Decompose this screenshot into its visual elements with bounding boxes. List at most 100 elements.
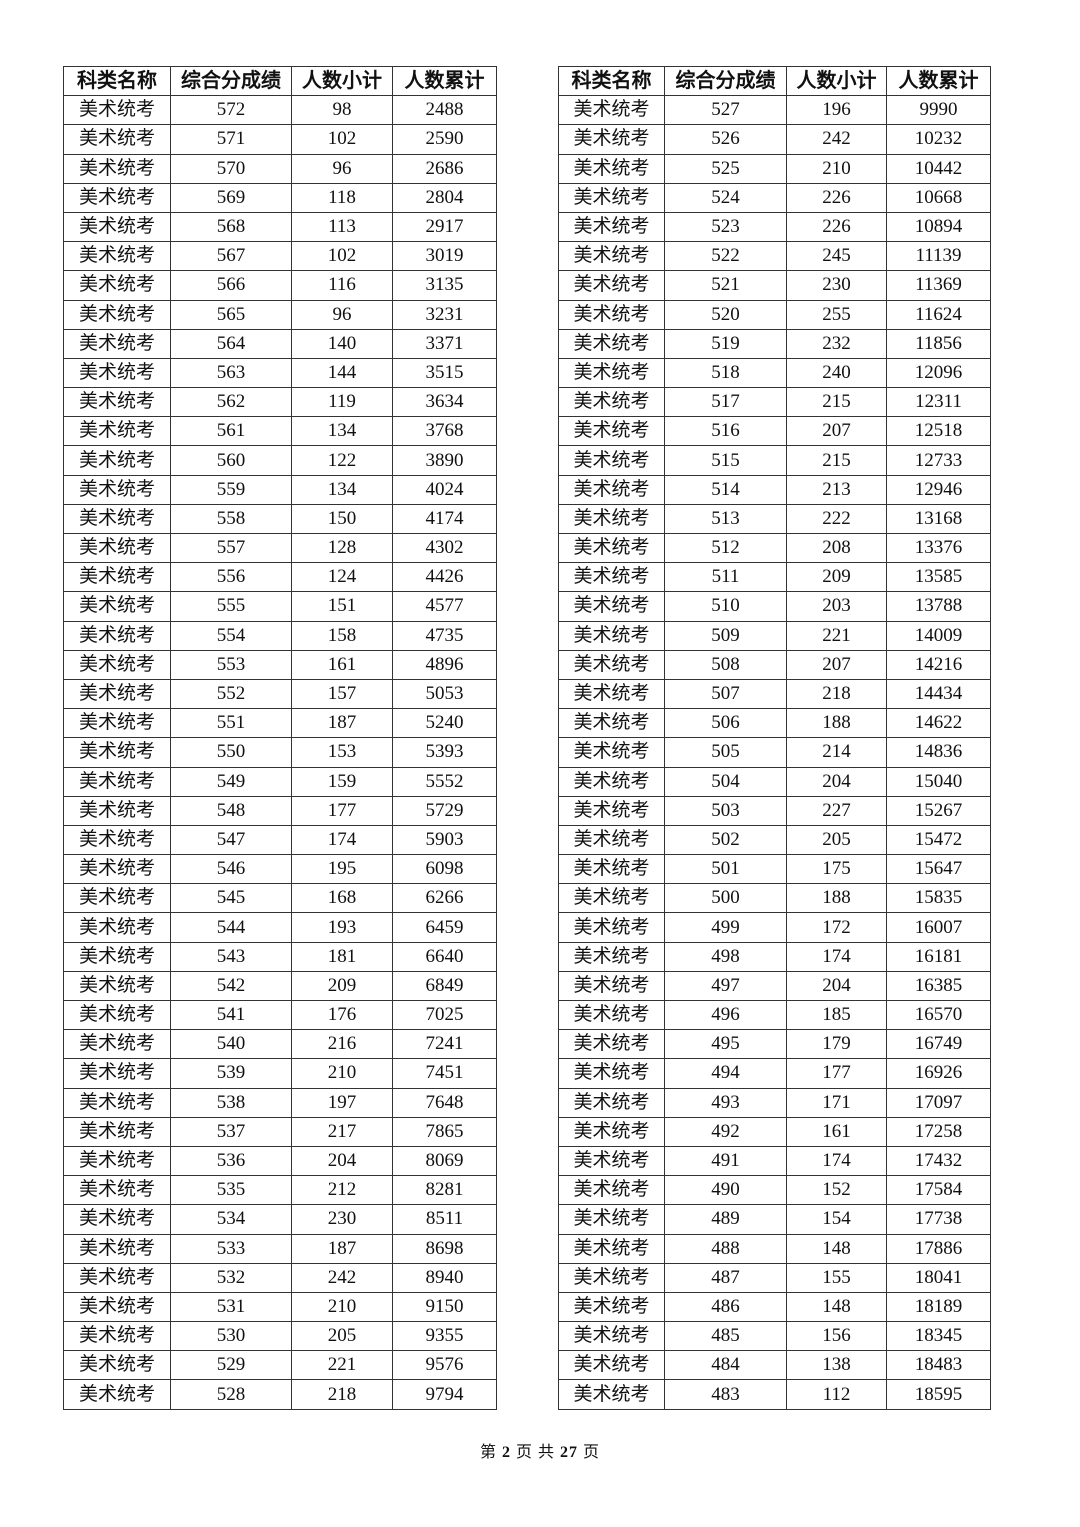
cell-cumulative: 15647 — [886, 854, 991, 885]
cell-score: 545 — [170, 883, 292, 914]
cell-cumulative: 18483 — [886, 1350, 991, 1381]
cell-cumulative: 11624 — [886, 299, 991, 330]
cell-count: 116 — [291, 270, 393, 301]
table-row: 美术统考 498 174 16181 — [558, 941, 991, 972]
cell-cumulative: 7865 — [392, 1116, 497, 1147]
cell-count: 204 — [786, 766, 887, 797]
cell-count: 98 — [291, 95, 393, 126]
cell-score: 485 — [664, 1321, 787, 1352]
cell-score: 523 — [664, 211, 787, 243]
cell-count: 148 — [786, 1233, 887, 1264]
table-row: 美术统考 502 205 15472 — [558, 824, 991, 856]
cell-count: 214 — [786, 737, 887, 768]
cell-count: 168 — [291, 883, 393, 914]
cell-category: 美术统考 — [558, 620, 665, 651]
cell-cumulative: 3634 — [392, 387, 497, 418]
table-row: 美术统考 548 177 5729 — [63, 795, 497, 826]
cell-score: 571 — [170, 124, 292, 155]
cell-cumulative: 4735 — [392, 620, 497, 651]
cell-count: 159 — [291, 766, 393, 797]
cell-category: 美术统考 — [63, 1204, 171, 1235]
cell-category: 美术统考 — [558, 1058, 665, 1089]
cell-cumulative: 17584 — [886, 1175, 991, 1206]
table-row: 美术统考 524 226 10668 — [558, 182, 991, 213]
cell-count: 134 — [291, 474, 393, 505]
cell-category: 美术统考 — [558, 1379, 665, 1410]
cell-category: 美术统考 — [63, 416, 171, 447]
cell-score: 519 — [664, 328, 787, 359]
cell-category: 美术统考 — [63, 328, 171, 359]
cell-count: 204 — [786, 970, 887, 1002]
table-row: 美术统考 514 213 12946 — [558, 474, 991, 505]
page-footer: 第 2 页 共 27 页 — [0, 1438, 1080, 1462]
table-row: 美术统考 531 210 9150 — [63, 1291, 497, 1323]
cell-score: 490 — [664, 1175, 787, 1206]
cell-cumulative: 4426 — [392, 562, 497, 593]
footer-middle: 页 共 — [515, 1444, 555, 1461]
table-row: 美术统考 551 187 5240 — [63, 708, 497, 739]
cell-cumulative: 4024 — [392, 474, 497, 505]
cell-category: 美术统考 — [63, 708, 171, 739]
cell-score: 500 — [664, 883, 787, 914]
cell-category: 美术统考 — [558, 1029, 665, 1060]
cell-cumulative: 16570 — [886, 999, 991, 1031]
table-row: 美术统考 542 209 6849 — [63, 970, 497, 1002]
cell-cumulative: 10894 — [886, 211, 991, 243]
cell-score: 499 — [664, 912, 787, 943]
cell-category: 美术统考 — [558, 1204, 665, 1235]
table-row: 美术统考 497 204 16385 — [558, 970, 991, 1002]
cell-score: 486 — [664, 1291, 787, 1323]
cell-cumulative: 15267 — [886, 795, 991, 826]
cell-score: 517 — [664, 387, 787, 418]
cell-count: 102 — [291, 241, 393, 272]
cell-cumulative: 11139 — [886, 241, 991, 272]
cell-cumulative: 9794 — [392, 1379, 497, 1410]
cell-count: 157 — [291, 678, 393, 710]
table-row: 美术统考 515 215 12733 — [558, 445, 991, 476]
table-row: 美术统考 570 96 2686 — [63, 153, 497, 184]
table-row: 美术统考 557 128 4302 — [63, 532, 497, 564]
cell-category: 美术统考 — [63, 1262, 171, 1293]
table-row: 美术统考 562 119 3634 — [63, 387, 497, 418]
cell-score: 549 — [170, 766, 292, 797]
cell-count: 232 — [786, 328, 887, 359]
cell-score: 554 — [170, 620, 292, 651]
table-row: 美术统考 517 215 12311 — [558, 387, 991, 418]
cell-category: 美术统考 — [63, 1350, 171, 1381]
cell-score: 566 — [170, 270, 292, 301]
cell-category: 美术统考 — [558, 387, 665, 418]
cell-score: 560 — [170, 445, 292, 476]
table-row: 美术统考 571 102 2590 — [63, 124, 497, 155]
cell-count: 207 — [786, 649, 887, 680]
cell-count: 203 — [786, 591, 887, 622]
table-row: 美术统考 507 218 14434 — [558, 678, 991, 710]
cell-score: 521 — [664, 270, 787, 301]
cell-score: 496 — [664, 999, 787, 1031]
cell-cumulative: 8698 — [392, 1233, 497, 1264]
cell-score: 570 — [170, 153, 292, 184]
cell-cumulative: 10668 — [886, 182, 991, 213]
cell-score: 498 — [664, 941, 787, 972]
cell-score: 541 — [170, 999, 292, 1031]
cell-category: 美术统考 — [558, 766, 665, 797]
cell-score: 515 — [664, 445, 787, 476]
cell-category: 美术统考 — [63, 649, 171, 680]
cell-category: 美术统考 — [63, 241, 171, 272]
table-row: 美术统考 554 158 4735 — [63, 620, 497, 651]
cell-score: 552 — [170, 678, 292, 710]
cell-score: 544 — [170, 912, 292, 943]
cell-score: 495 — [664, 1029, 787, 1060]
table-row: 美术统考 484 138 18483 — [558, 1350, 991, 1381]
cell-count: 227 — [786, 795, 887, 826]
cell-category: 美术统考 — [63, 854, 171, 885]
cell-count: 161 — [786, 1116, 887, 1147]
table-row: 美术统考 547 174 5903 — [63, 824, 497, 856]
cell-category: 美术统考 — [558, 824, 665, 856]
cell-count: 177 — [786, 1058, 887, 1089]
cell-count: 204 — [291, 1145, 393, 1177]
cell-category: 美术统考 — [558, 999, 665, 1031]
cell-score: 542 — [170, 970, 292, 1002]
cell-cumulative: 5393 — [392, 737, 497, 768]
cell-category: 美术统考 — [558, 270, 665, 301]
cell-count: 188 — [786, 708, 887, 739]
